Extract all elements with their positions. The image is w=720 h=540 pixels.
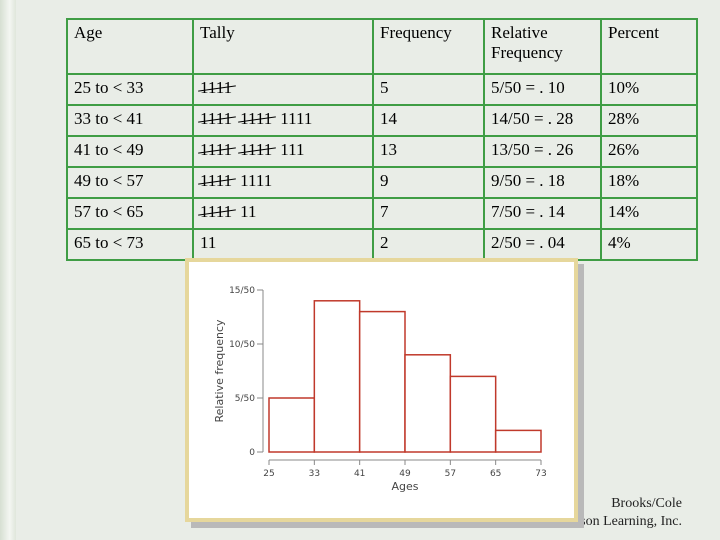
tally-cell: 1111 1111 1111 bbox=[192, 104, 374, 137]
x-tick-label: 41 bbox=[354, 469, 365, 479]
x-axis-label: Ages bbox=[391, 480, 418, 493]
y-tick-label: 0 bbox=[249, 448, 255, 458]
relative-cell: 2/50 = . 04 bbox=[483, 228, 602, 261]
frequency-table: Age Tally Frequency Relative Frequency Perce… bbox=[66, 18, 698, 261]
percent-cell: 4% bbox=[600, 228, 698, 261]
side-stripe bbox=[0, 0, 16, 540]
tally-cell: 1111 bbox=[192, 73, 374, 106]
age-cell: 41 to < 49 bbox=[66, 135, 194, 168]
bar bbox=[268, 397, 316, 453]
percent-cell: 14% bbox=[600, 197, 698, 230]
header-cell: Age bbox=[66, 18, 194, 75]
table-row: 65 to < 73 11 2 2/50 = . 04 4% bbox=[66, 228, 698, 261]
frequency-cell: 2 bbox=[372, 228, 485, 261]
relative-cell: 5/50 = . 10 bbox=[483, 73, 602, 106]
frequency-cell: 7 bbox=[372, 197, 485, 230]
header-cell: Frequency bbox=[372, 18, 485, 75]
tally-group: 11 bbox=[240, 202, 257, 221]
bar bbox=[358, 310, 406, 453]
table-row: 33 to < 41 1111 1111 1111 14 14/50 = . 28 28% bbox=[66, 104, 698, 137]
chart: 0 5/50 10/50 15/50 25 33 41 49 57 65 73 Ages Relativ… bbox=[213, 286, 547, 493]
percent-cell: 26% bbox=[600, 135, 698, 168]
frequency-cell: 13 bbox=[372, 135, 485, 168]
x-tick-label: 33 bbox=[309, 469, 320, 479]
y-tick-label: 10/50 bbox=[229, 340, 255, 350]
bar bbox=[313, 300, 361, 453]
tally-group: 1111 bbox=[240, 109, 273, 128]
age-cell: 25 to < 33 bbox=[66, 73, 194, 106]
percent-cell: 28% bbox=[600, 104, 698, 137]
tally-group: 1111 bbox=[280, 109, 313, 128]
relative-cell: 7/50 = . 14 bbox=[483, 197, 602, 230]
tally-group: 1111 bbox=[240, 171, 273, 190]
x-tick-label: 57 bbox=[445, 469, 456, 479]
tally-cell: 1111 1111 bbox=[192, 166, 374, 199]
age-cell: 33 to < 41 bbox=[66, 104, 194, 137]
tally-group: 1111 bbox=[200, 78, 233, 97]
frequency-cell: 5 bbox=[372, 73, 485, 106]
age-cell: 57 to < 65 bbox=[66, 197, 194, 230]
table-row: 49 to < 57 1111 1111 9 9/50 = . 18 18% bbox=[66, 166, 698, 199]
y-tick-label: 15/50 bbox=[229, 286, 255, 296]
tally-cell: 11 bbox=[192, 228, 374, 261]
header-cell: Relative Frequency bbox=[483, 18, 602, 75]
bar bbox=[494, 429, 542, 453]
tally-cell: 1111 11 bbox=[192, 197, 374, 230]
frequency-cell: 9 bbox=[372, 166, 485, 199]
tally-group: 1111 bbox=[240, 140, 273, 159]
tally-group: 11 bbox=[200, 233, 217, 252]
tally-group: 111 bbox=[280, 140, 305, 159]
percent-cell: 10% bbox=[600, 73, 698, 106]
y-tick-label: 5/50 bbox=[235, 394, 255, 404]
footer-line: Brooks/Cole bbox=[611, 496, 682, 511]
relative-cell: 9/50 = . 18 bbox=[483, 166, 602, 199]
header-cell: Percent bbox=[600, 18, 698, 75]
percent-cell: 18% bbox=[600, 166, 698, 199]
tally-cell: 1111 1111 111 bbox=[192, 135, 374, 168]
tally-group: 1111 bbox=[200, 109, 233, 128]
table-row: 25 to < 33 1111 5 5/50 = . 10 10% bbox=[66, 73, 698, 106]
relative-cell: 14/50 = . 28 bbox=[483, 104, 602, 137]
bar bbox=[449, 375, 497, 453]
x-tick-label: 25 bbox=[263, 469, 274, 479]
bar bbox=[404, 354, 452, 453]
table-row: 41 to < 49 1111 1111 111 13 13/50 = . 26 26% bbox=[66, 135, 698, 168]
header-row: Age Tally Frequency Relative Frequency Perce… bbox=[66, 18, 698, 75]
frequency-cell: 14 bbox=[372, 104, 485, 137]
tally-group: 1111 bbox=[200, 171, 233, 190]
x-tick-label: 49 bbox=[399, 469, 411, 479]
relative-cell: 13/50 = . 26 bbox=[483, 135, 602, 168]
x-tick-label: 73 bbox=[535, 469, 546, 479]
y-axis-label: Relative frequency bbox=[213, 319, 226, 423]
age-cell: 49 to < 57 bbox=[66, 166, 194, 199]
chart-box: 0 5/50 10/50 15/50 25 33 41 49 57 65 73 Ages Relativ… bbox=[185, 258, 578, 522]
tally-group: 1111 bbox=[200, 202, 233, 221]
x-tick-label: 65 bbox=[490, 469, 501, 479]
tally-group: 1111 bbox=[200, 140, 233, 159]
header-cell: Tally bbox=[192, 18, 374, 75]
age-cell: 65 to < 73 bbox=[66, 228, 194, 261]
table-row: 57 to < 65 1111 11 7 7/50 = . 14 14% bbox=[66, 197, 698, 230]
